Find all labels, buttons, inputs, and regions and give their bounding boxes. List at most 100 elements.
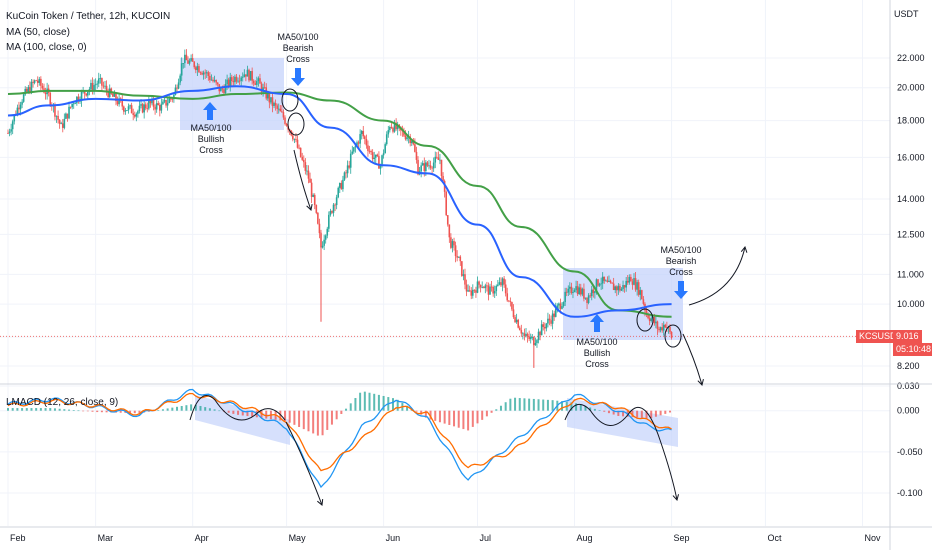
candle-body — [93, 85, 95, 91]
lmacd-histogram-bar — [499, 405, 502, 411]
lmacd-histogram-bar — [509, 398, 512, 411]
candle-body — [74, 103, 77, 105]
candle-body — [173, 94, 175, 100]
projection-arrowhead — [740, 245, 748, 253]
candle-body — [511, 302, 513, 310]
countdown-badge: 05:10:48 — [893, 343, 932, 356]
candle-body — [284, 117, 286, 124]
lmacd-histogram-bar — [307, 410, 310, 432]
candle-body — [302, 159, 305, 163]
candle-body — [529, 337, 532, 340]
candle-body — [94, 84, 97, 86]
candle-body — [268, 94, 271, 103]
candle-body — [202, 72, 205, 75]
lmacd-histogram-bar — [579, 404, 582, 411]
candle-body — [113, 93, 116, 97]
candle-body — [262, 87, 264, 92]
lmacd-histogram-bar — [612, 410, 615, 415]
projection-arrow — [293, 149, 312, 211]
candle-body — [143, 104, 145, 113]
candle-body — [661, 327, 663, 331]
candle-body — [324, 235, 327, 240]
lmacd-histogram-bar — [537, 399, 540, 411]
candle-body — [229, 77, 232, 87]
lmacd-histogram-bar — [561, 401, 564, 411]
candle-body — [631, 281, 634, 285]
lmacd-histogram-bar — [377, 394, 380, 411]
lmacd-histogram-bar — [368, 392, 371, 411]
y-tick-label: 10.000 — [897, 299, 925, 309]
bullish-cross-label: Cross — [199, 145, 223, 155]
candle-body — [518, 327, 521, 331]
candle-body — [334, 204, 336, 206]
candle-body — [600, 283, 602, 285]
candle-body — [664, 324, 667, 328]
candle-body — [328, 214, 330, 229]
x-tick-label: Jul — [480, 533, 492, 543]
lmacd-histogram-bar — [420, 410, 423, 415]
candle-body — [124, 110, 127, 112]
lmacd-histogram-bar — [391, 398, 394, 411]
bullish-cross-label: MA50/100 — [576, 337, 617, 347]
candle-body — [647, 314, 649, 319]
candle-body — [492, 286, 494, 294]
candle-body — [105, 85, 108, 91]
candle-body — [292, 135, 294, 140]
candle-body — [138, 105, 141, 112]
candle-body — [30, 81, 33, 93]
candle-body — [342, 179, 344, 190]
candle-body — [561, 306, 563, 309]
candle-body — [331, 211, 333, 213]
lmacd-histogram-bar — [664, 410, 667, 414]
candle-body — [83, 90, 86, 94]
candle-body — [304, 162, 307, 171]
lmacd-histogram-bar — [617, 410, 620, 416]
lmacd-histogram-bar — [457, 410, 460, 428]
candle-body — [18, 107, 20, 110]
candle-body — [349, 153, 352, 168]
candle-body — [157, 103, 160, 106]
lmacd-histogram-bar — [194, 404, 197, 411]
circle-marker — [281, 88, 299, 112]
candle-body — [630, 276, 632, 282]
lmacd-histogram-bar — [288, 410, 291, 423]
lmacd-histogram-bar — [100, 410, 103, 413]
candle-body — [282, 112, 285, 118]
candle-body — [187, 60, 189, 64]
lmacd-histogram-bar — [443, 410, 446, 424]
candle-body — [118, 98, 120, 105]
candle-body — [468, 290, 471, 292]
candle-body — [177, 82, 180, 89]
candle-body — [504, 284, 507, 294]
candle-body — [622, 285, 624, 289]
candle-body — [501, 278, 504, 286]
lmacd-histogram-bar — [424, 410, 427, 418]
candle-body — [281, 111, 283, 113]
candle-body — [641, 290, 643, 300]
lmacd-histogram-bar — [382, 395, 385, 411]
lmacd-histogram-bar — [622, 410, 625, 417]
lmacd-histogram-bar — [86, 410, 89, 412]
candle-body — [548, 318, 551, 321]
candle-body — [343, 172, 346, 180]
y-tick-label: 14.000 — [897, 194, 925, 204]
candle-body — [636, 282, 638, 290]
lmacd-histogram-bar — [82, 410, 85, 412]
candle-body — [429, 165, 432, 168]
candle-body — [41, 85, 44, 89]
candle-body — [498, 282, 501, 285]
candle-body — [256, 81, 258, 85]
lmacd-histogram-bar — [44, 408, 47, 411]
lmacd-histogram-bar — [340, 410, 343, 414]
lmacd-histogram-bar — [434, 410, 437, 421]
candle-body — [387, 130, 390, 135]
lmacd-histogram-bar — [330, 410, 333, 425]
candle-body — [301, 156, 304, 160]
lmacd-histogram-bar — [636, 410, 639, 418]
candle-body — [55, 115, 58, 117]
candle-body — [234, 76, 236, 83]
candle-body — [335, 197, 338, 206]
candle-body — [36, 80, 39, 83]
candle-body — [376, 154, 379, 157]
candle-body — [592, 289, 595, 294]
